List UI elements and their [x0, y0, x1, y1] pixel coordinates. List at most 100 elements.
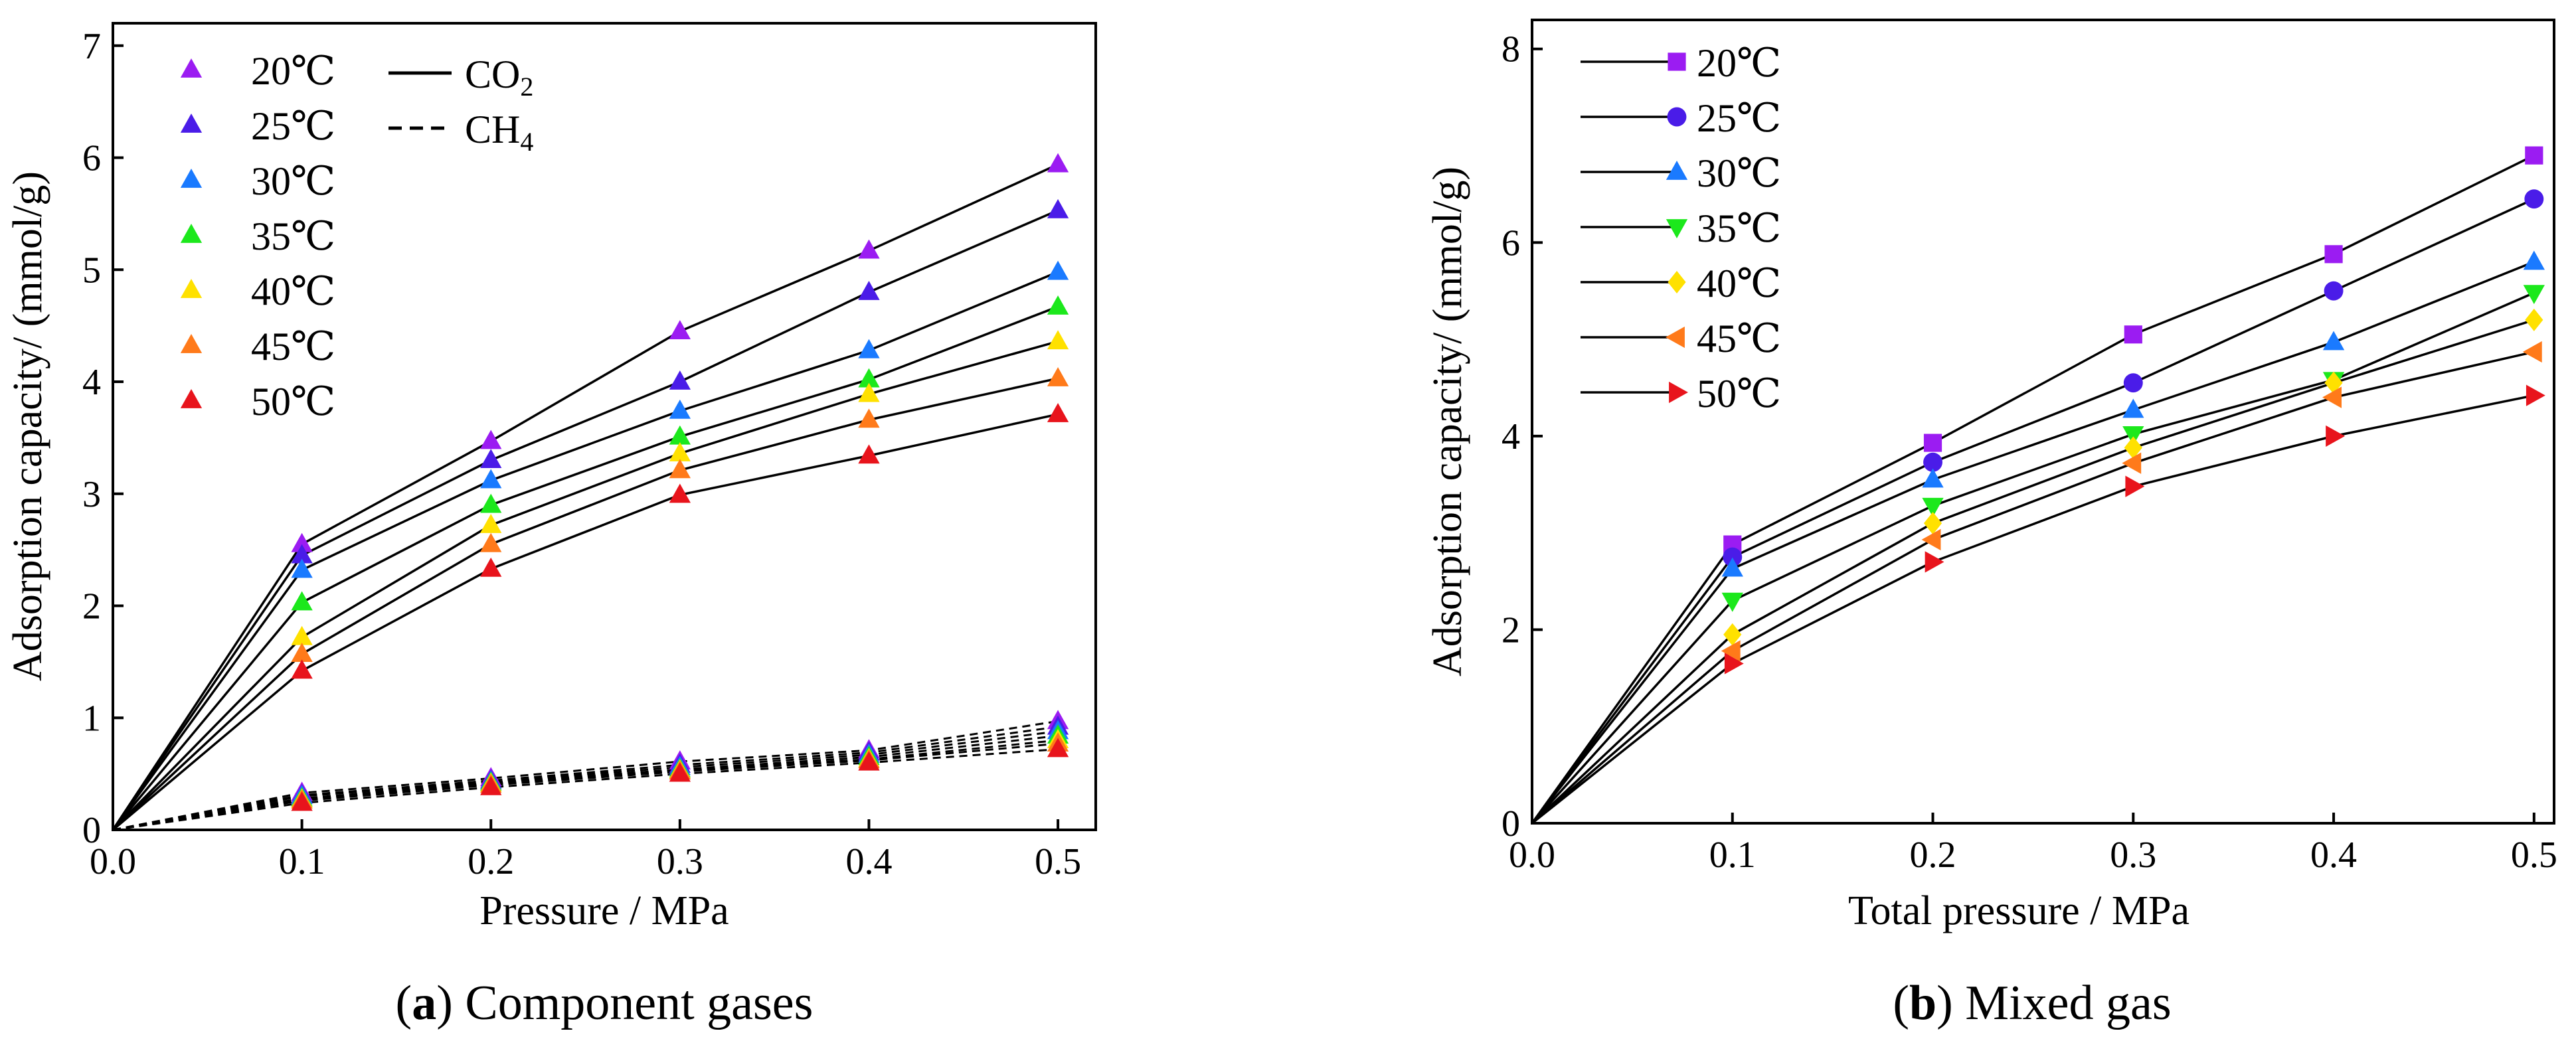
panel-a-co2-point-35-5: [1047, 295, 1069, 315]
panel-b-point-50-3: [2125, 475, 2145, 497]
panel-a-caption-letter: a: [412, 976, 436, 1030]
panel-a-co2-line-25: [112, 209, 1059, 831]
panel-a-legend-label-30: 30℃: [251, 159, 335, 203]
panel-b-legend-label-30: 30℃: [1697, 151, 1781, 195]
panel-a-co2-point-25-3: [669, 370, 691, 390]
panel-b-point-35-2: [1922, 497, 1944, 517]
panel-a-xtick-label-03: 0.3: [657, 841, 703, 882]
panel-b-point-40-4: [2324, 371, 2343, 394]
panel-a-co2-point-50-3: [669, 483, 691, 503]
panel-a-co2-point-35-2: [480, 493, 502, 513]
panel-a-xtick-label-02: 0.2: [468, 841, 514, 882]
panel-a-legend-label-35: 35℃: [251, 214, 335, 258]
panel-a-co2-point-40-5: [1047, 330, 1069, 350]
panel-b-point-30-4: [2322, 331, 2345, 351]
panel-b-caption-text: Mixed gas: [1965, 976, 2171, 1030]
panel-b-point-45-3: [2122, 452, 2142, 474]
panel-a-legend-label-20: 20℃: [251, 49, 335, 93]
panel-b-legend: 20℃ 25℃ 30℃ 35℃ 40℃ 45℃ 50℃: [1581, 41, 1781, 416]
panel-a-legend: 20℃ 25℃ 30℃ 35℃ 40℃ 45℃ 50℃ CO2 CH4: [180, 49, 533, 424]
panel-a-ch4-point-50-3: [669, 762, 691, 782]
panel-a-co2-point-45-1: [291, 643, 313, 662]
panel-b-point-20-3: [2124, 325, 2142, 344]
panel-a-co2-point-30-1: [291, 558, 313, 578]
panel-b-ytick-label-4: 4: [1502, 416, 1520, 457]
panel-a-co2-point-40-4: [858, 382, 880, 402]
panel-a-co2-point-40-1: [291, 625, 313, 645]
panel-a-co2-point-20-4: [858, 239, 880, 259]
panel-a-co2-point-50-2: [480, 557, 502, 577]
panel-b-ylabel: Adsorption capacity/ (mmol/g): [1425, 167, 1470, 677]
panel-a-co2-line-30: [112, 271, 1059, 831]
panel-a-ch4-line-45: [112, 742, 1059, 831]
panel-a-co2-point-30-3: [669, 399, 691, 419]
panel-a-co2-point-30-4: [858, 339, 880, 359]
panel-a-ch4-line-25: [112, 726, 1059, 831]
panel-b-point-35-5: [2523, 285, 2545, 305]
panel-b-caption: (b) Mixed gas: [1893, 976, 2171, 1030]
panel-b-point-40-1: [1723, 623, 1742, 646]
panel-b-point-50-1: [1724, 653, 1744, 675]
panel-b-point-40-2: [1923, 512, 1942, 535]
panel-a-legend-label-25: 25℃: [251, 104, 335, 148]
panel-b-point-20-2: [1923, 434, 1942, 452]
panel-a-co2-point-50-1: [291, 659, 313, 679]
panel-a-co2-point-25-1: [291, 544, 313, 564]
panel-b-ytick-label-2: 2: [1502, 609, 1520, 651]
panel-a-co2-point-35-1: [291, 591, 313, 611]
panel-b-point-50-5: [2526, 384, 2545, 406]
panel-a-legend-marker-35: [180, 224, 203, 243]
panel-a-co2-line-50: [112, 413, 1059, 831]
panel-b-legend-label-45: 45℃: [1697, 317, 1781, 360]
panel-a-co2-point-25-4: [858, 281, 880, 300]
panel-b-line-25: [1531, 198, 2535, 825]
panel-a-legend-marker-25: [180, 114, 203, 133]
panel-a-xtick-label-01: 0.1: [279, 841, 325, 882]
panel-a-ytick-label-6: 6: [82, 138, 101, 179]
panel-a-co2-point-20-2: [480, 430, 502, 449]
panel-a-co2-line-45: [112, 377, 1059, 831]
panel-a-co2-point-40-2: [480, 514, 502, 533]
panel-a-co2-point-40-3: [669, 442, 691, 461]
panel-a-series-markers: [291, 153, 1069, 811]
panel-b-point-25-5: [2524, 189, 2544, 209]
panel-a-ch4-line-40: [112, 739, 1059, 831]
panel-b-point-50-4: [2326, 425, 2346, 447]
panel-a-ytick-label-5: 5: [82, 250, 101, 291]
panel-b-xlabel: Total pressure / MPa: [1848, 888, 2190, 933]
panel-a-legend-marker-50: [180, 389, 203, 408]
panel-a-legend-marker-30: [180, 169, 203, 188]
panel-a-xtick-label-04: 0.4: [845, 841, 892, 882]
panel-a-xtick-label-00: 0.0: [90, 841, 136, 882]
panel-a-co2-point-30-5: [1047, 260, 1069, 280]
panel-a-ch4-line-30: [112, 730, 1059, 831]
panel-a-co2-point-35-3: [669, 425, 691, 445]
panel-a-ch4-point-50-5: [1047, 738, 1069, 758]
panel-b-caption-letter: b: [1909, 976, 1936, 1030]
panel-b-axes-ticks: 0.0 0.1 0.2 0.3 0.4 0.5 0 2 4 6 8: [1502, 29, 2557, 876]
panel-a-plot-frame: [112, 22, 1097, 831]
panel-a-ylabel: Adsorption capacity/ (mmol/g): [5, 171, 50, 681]
panel-b-point-20-5: [2525, 146, 2543, 165]
panel-a-co2-line-40: [112, 340, 1059, 831]
panel-a-co2-point-20-5: [1047, 153, 1069, 173]
panel-b-line-40: [1531, 319, 2535, 825]
panel-b-line-35: [1531, 291, 2535, 825]
panel-b-xtick-label-03: 0.3: [2110, 835, 2156, 876]
panel-a-ch4-line-50: [112, 748, 1059, 831]
panel-b-point-40-5: [2525, 308, 2543, 331]
panel-a-co2-point-50-4: [858, 444, 880, 464]
panel-b-ytick-label-6: 6: [1502, 222, 1520, 264]
panel-b-point-20-4: [2324, 245, 2343, 264]
panel-b-legend-marker-30: [1666, 161, 1688, 180]
panel-b-legend-label-35: 35℃: [1697, 206, 1781, 250]
panel-a-ytick-label-2: 2: [82, 586, 101, 627]
panel-a-co2-point-50-5: [1047, 402, 1069, 422]
panel-b-xtick-label-02: 0.2: [1910, 835, 1956, 876]
panel-a-caption: (a) Component gases: [396, 976, 814, 1030]
panel-b-point-25-3: [2123, 373, 2143, 393]
panel-a-ch4-point-50-4: [858, 751, 880, 771]
panel-b-point-30-5: [2523, 250, 2545, 270]
panel-b-xtick-label-04: 0.4: [2310, 835, 2357, 876]
panel-a-legend-marker-20: [180, 58, 203, 78]
